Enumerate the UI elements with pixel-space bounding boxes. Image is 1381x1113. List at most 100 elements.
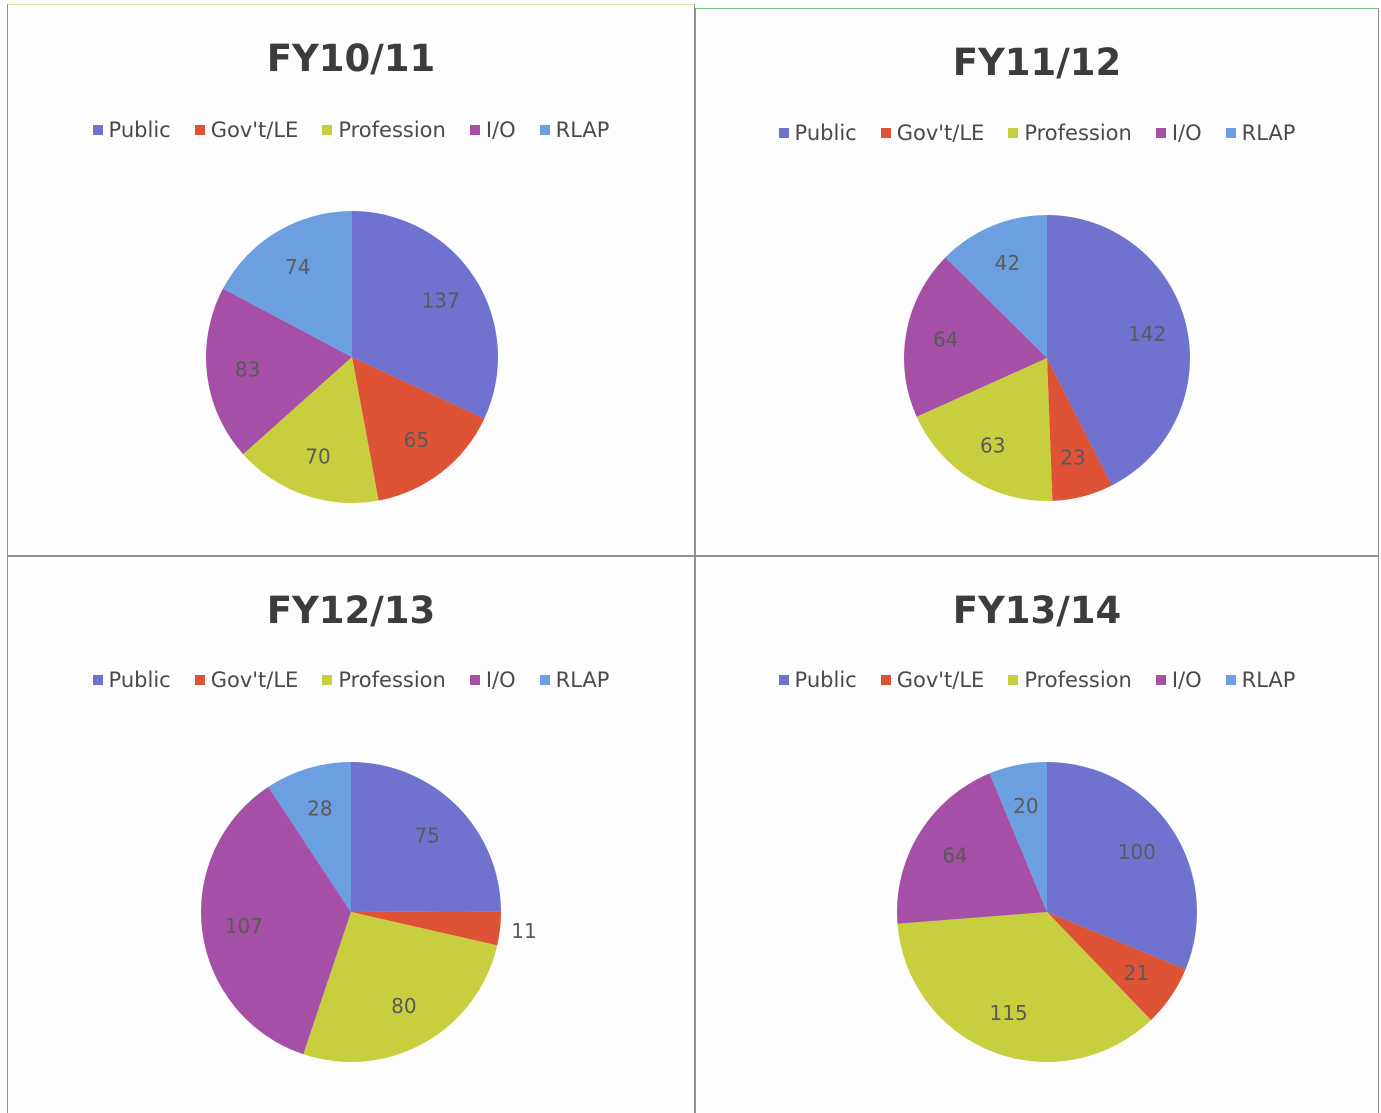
legend-swatch (1225, 675, 1236, 685)
pie-slice-public (352, 211, 498, 419)
data-label-profession: 115 (990, 1001, 1028, 1025)
legend-label: RLAP (555, 668, 610, 692)
legend-item-public: Public (778, 668, 857, 692)
legend-item-i-o: I/O (469, 118, 516, 142)
legend-item-gov-t-le: Gov't/LE (194, 668, 299, 692)
legend-item-i-o: I/O (469, 668, 516, 692)
chart-title: FY10/11 (266, 37, 436, 80)
legend-label: Profession (1024, 121, 1132, 145)
legend-swatch (880, 128, 891, 138)
pie-slice-public (1047, 215, 1190, 486)
legend-label: Profession (338, 118, 446, 142)
legend-label: RLAP (1241, 668, 1296, 692)
pie-slice-i-o (897, 773, 1047, 924)
legend-item-profession: Profession (322, 118, 446, 142)
legend-swatch (1155, 675, 1166, 685)
data-label-profession: 80 (391, 994, 416, 1018)
pie-slice-public (1047, 762, 1197, 970)
legend-swatch (1008, 675, 1019, 685)
chart-panel-fy12-13: FY12/13 Public Gov't/LE Profession I/O RLAP … (7, 556, 695, 1113)
pie-slice-i-o (205, 288, 352, 455)
legend-swatch (194, 675, 205, 685)
legend-swatch (539, 125, 550, 135)
pie-slice-profession (916, 358, 1053, 501)
pie-slice-public (351, 762, 501, 912)
legend-label: Profession (338, 668, 446, 692)
data-label-public: 75 (414, 823, 439, 847)
legend-swatch (194, 125, 205, 135)
pie-slice-i-o (904, 257, 1047, 417)
chart-title: FY12/13 (266, 589, 436, 632)
legend-item-public: Public (92, 118, 171, 142)
legend-item-rlap: RLAP (1225, 121, 1296, 145)
legend-item-gov-t-le: Gov't/LE (194, 118, 299, 142)
legend-label: Public (794, 668, 857, 692)
data-label-rlap: 42 (995, 251, 1020, 275)
legend-item-i-o: I/O (1155, 668, 1202, 692)
legend-label: I/O (485, 668, 516, 692)
pie-slice-rlap (222, 211, 352, 357)
pie-slice-profession (243, 357, 379, 503)
legend-label: Public (108, 118, 171, 142)
chart-legend: Public Gov't/LE Profession I/O RLAP (696, 121, 1378, 145)
data-label-gov-t-le: 21 (1123, 961, 1148, 985)
chart-legend: Public Gov't/LE Profession I/O RLAP (696, 668, 1378, 692)
chart-title: FY13/14 (952, 589, 1122, 632)
pie-slice-rlap (945, 215, 1047, 358)
legend-swatch (1008, 128, 1019, 138)
data-label-public: 142 (1128, 322, 1166, 346)
legend-swatch (469, 675, 480, 685)
legend-swatch (778, 128, 789, 138)
legend-item-gov-t-le: Gov't/LE (880, 668, 985, 692)
chart-panel-fy11-12: FY11/12 Public Gov't/LE Profession I/O RLAP … (695, 8, 1379, 556)
legend-item-public: Public (778, 121, 857, 145)
chart-panel-fy10-11: FY10/11 Public Gov't/LE Profession I/O RLAP … (7, 4, 695, 556)
pie-slice-rlap (268, 762, 351, 912)
chart-legend: Public Gov't/LE Profession I/O RLAP (8, 668, 694, 692)
legend-item-rlap: RLAP (539, 668, 610, 692)
data-label-i-o: 64 (933, 328, 958, 352)
legend-swatch (1225, 128, 1236, 138)
pie-slice-gov-t-le (351, 911, 501, 946)
data-label-gov-t-le: 65 (404, 428, 429, 452)
legend-label: Profession (1024, 668, 1132, 692)
legend-item-i-o: I/O (1155, 121, 1202, 145)
pie-slice-gov-t-le (1047, 358, 1112, 501)
legend-item-gov-t-le: Gov't/LE (880, 121, 985, 145)
data-label-gov-t-le: 23 (1060, 446, 1085, 470)
legend-label: Gov't/LE (210, 118, 299, 142)
legend-swatch (778, 675, 789, 685)
legend-label: Gov't/LE (210, 668, 299, 692)
legend-swatch (92, 125, 103, 135)
legend-label: RLAP (1241, 121, 1296, 145)
legend-swatch (322, 125, 333, 135)
legend-label: I/O (1171, 668, 1202, 692)
legend-label: I/O (485, 118, 516, 142)
legend-swatch (539, 675, 550, 685)
pie-slice-profession (897, 912, 1151, 1062)
data-label-i-o: 64 (942, 844, 967, 868)
legend-swatch (1155, 128, 1166, 138)
pie-chart: 75 11 80 107 28 (201, 762, 537, 1062)
pie-chart: 142 23 63 64 42 (904, 215, 1190, 501)
pie-chart: 100 21 115 64 20 (897, 762, 1197, 1062)
chart-legend: Public Gov't/LE Profession I/O RLAP (8, 118, 694, 142)
pie-slice-i-o (201, 786, 351, 1055)
data-label-profession: 63 (980, 434, 1005, 458)
pie-slice-gov-t-le (1047, 912, 1186, 1021)
pie-slice-rlap (989, 762, 1047, 912)
pie-slice-gov-t-le (352, 357, 485, 501)
data-label-i-o: 83 (235, 358, 260, 382)
legend-label: Public (794, 121, 857, 145)
legend-swatch (322, 675, 333, 685)
legend-item-profession: Profession (322, 668, 446, 692)
legend-label: RLAP (555, 118, 610, 142)
legend-item-public: Public (92, 668, 171, 692)
data-label-rlap: 20 (1013, 794, 1038, 818)
legend-label: Gov't/LE (896, 121, 985, 145)
legend-label: Public (108, 668, 171, 692)
legend-label: I/O (1171, 121, 1202, 145)
data-label-public: 137 (422, 288, 460, 312)
legend-label: Gov't/LE (896, 668, 985, 692)
legend-item-profession: Profession (1008, 121, 1132, 145)
